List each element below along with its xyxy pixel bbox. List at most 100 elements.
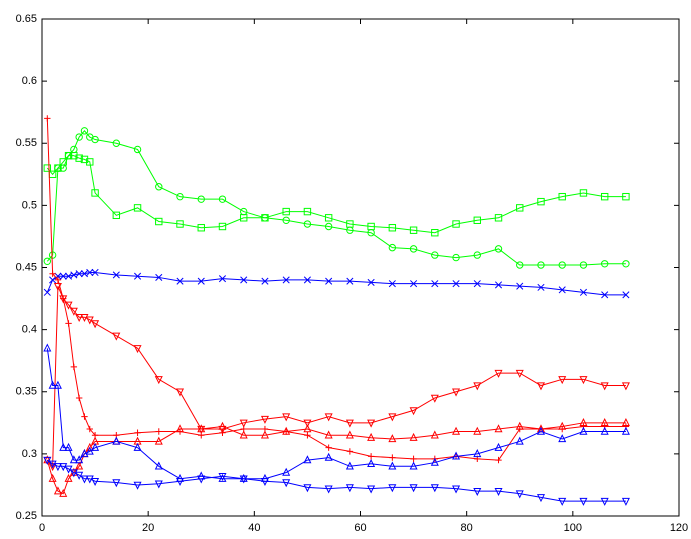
y-tick-label: 0.65 <box>16 13 37 25</box>
marker <box>431 251 439 259</box>
marker <box>75 471 84 480</box>
marker <box>197 424 206 433</box>
marker <box>85 446 94 455</box>
marker <box>59 295 68 304</box>
marker <box>536 494 545 503</box>
marker <box>91 478 100 487</box>
marker <box>133 481 142 490</box>
marker <box>367 432 376 441</box>
marker <box>64 465 73 474</box>
marker <box>54 164 62 172</box>
marker <box>75 455 84 464</box>
marker <box>495 456 502 464</box>
marker <box>410 280 418 288</box>
marker <box>112 139 121 147</box>
marker <box>64 151 73 160</box>
y-tick-label: 0.5 <box>22 199 37 211</box>
marker <box>388 243 397 252</box>
marker <box>43 257 52 265</box>
marker <box>261 214 269 222</box>
marker <box>133 345 142 354</box>
marker <box>345 484 354 493</box>
marker <box>53 486 62 495</box>
marker <box>409 461 418 470</box>
marker <box>558 434 567 443</box>
marker <box>59 164 67 172</box>
marker <box>155 273 163 281</box>
marker <box>91 135 99 144</box>
marker <box>452 280 460 288</box>
marker <box>409 245 418 253</box>
marker <box>261 277 269 285</box>
marker <box>515 369 524 378</box>
marker <box>133 145 142 154</box>
marker <box>197 277 205 285</box>
marker <box>473 382 482 391</box>
marker <box>345 419 354 428</box>
marker <box>303 455 312 464</box>
marker <box>176 277 184 285</box>
marker <box>536 382 545 391</box>
marker <box>86 425 93 433</box>
marker <box>85 475 94 484</box>
marker <box>80 475 89 484</box>
marker <box>282 426 291 435</box>
marker <box>69 469 78 478</box>
marker <box>431 280 439 288</box>
marker <box>494 369 503 378</box>
marker <box>176 424 185 433</box>
marker <box>54 276 62 284</box>
marker <box>91 189 99 197</box>
marker <box>218 275 227 283</box>
marker <box>621 417 630 427</box>
marker <box>75 133 83 141</box>
marker <box>239 475 248 484</box>
plot-area <box>41 18 680 517</box>
marker <box>494 281 503 289</box>
marker <box>48 473 57 482</box>
marker <box>260 430 269 439</box>
marker <box>197 224 205 232</box>
marker <box>176 192 184 201</box>
marker <box>49 270 56 277</box>
marker <box>69 307 78 316</box>
marker <box>473 426 482 435</box>
marker <box>303 419 312 428</box>
marker <box>388 280 396 288</box>
marker <box>600 417 609 427</box>
marker <box>260 478 269 487</box>
marker <box>91 268 99 277</box>
marker <box>70 363 78 371</box>
marker <box>494 214 503 222</box>
marker <box>367 458 376 468</box>
marker <box>134 429 141 436</box>
marker <box>64 473 73 482</box>
marker <box>85 442 94 451</box>
y-tick-label: 0.4 <box>22 324 37 336</box>
x-tick-label: 120 <box>670 522 688 534</box>
marker <box>86 268 94 277</box>
x-tick-label: 0 <box>39 522 45 534</box>
x-tick-label: 100 <box>564 522 582 534</box>
marker <box>133 272 142 280</box>
marker <box>282 216 290 224</box>
marker <box>601 291 609 299</box>
marker <box>600 382 609 391</box>
marker <box>176 220 184 228</box>
marker <box>516 261 524 269</box>
marker <box>44 115 51 122</box>
marker <box>324 222 333 231</box>
marker <box>112 436 121 445</box>
marker <box>59 463 68 472</box>
marker <box>325 277 333 285</box>
marker <box>282 207 290 216</box>
marker <box>473 487 482 496</box>
marker <box>303 276 311 284</box>
marker <box>64 272 73 280</box>
marker <box>65 320 72 327</box>
marker <box>622 260 630 268</box>
marker <box>579 417 588 427</box>
marker <box>409 484 418 493</box>
